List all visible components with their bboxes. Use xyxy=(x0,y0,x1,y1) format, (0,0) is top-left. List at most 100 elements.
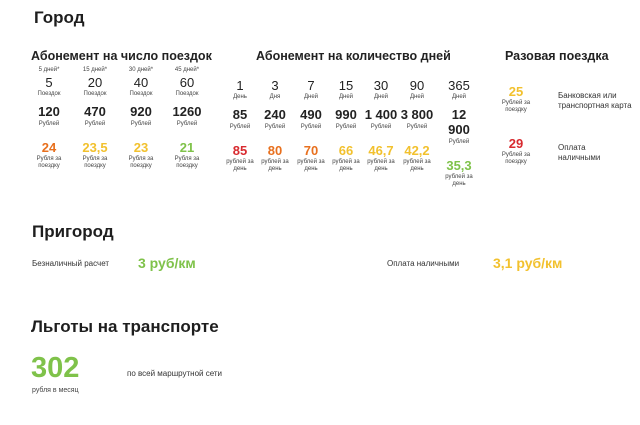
trips-price-unit: Рублей xyxy=(84,121,106,127)
days-per-day-price: 70 xyxy=(303,143,319,158)
days-per-day-unit: рублей за день xyxy=(367,159,395,172)
days-per-day-unit: рублей за день xyxy=(445,174,473,187)
trips-column: 5 дней* 5 Поездок 120 Рублей 24 Рубля за поезд… xyxy=(28,67,70,170)
section-title-benefits: Льготы на транспорте xyxy=(31,317,219,336)
section-title-city: Город xyxy=(34,8,85,27)
trips-price: 470 xyxy=(84,104,106,119)
trips-count: 20 xyxy=(87,75,103,90)
days-price-unit: Рублей xyxy=(300,124,322,130)
days-count: 1 xyxy=(236,78,244,93)
trips-price-unit: Рублей xyxy=(38,121,60,127)
suburb-cash-price: 3,1 руб/км xyxy=(493,255,563,271)
trips-count-unit: Поездок xyxy=(83,91,107,97)
days-price: 3 800 xyxy=(400,107,434,122)
days-price-unit: Рублей xyxy=(264,124,286,130)
trips-days-label: 45 дней* xyxy=(174,67,200,73)
days-per-day-price: 66 xyxy=(338,143,354,158)
suburb-cashless-price: 3 руб/км xyxy=(138,255,196,271)
days-count-unit: День xyxy=(233,94,247,100)
single-trip-card-price-unit: Рублей за поездку xyxy=(501,100,531,113)
days-count: 90 xyxy=(409,78,425,93)
days-per-day-price: 35,3 xyxy=(446,158,472,173)
single-trip-card-price-value: 25 xyxy=(508,84,524,99)
section-title-suburb: Пригород xyxy=(32,222,114,241)
trips-count-unit: Поездок xyxy=(129,91,153,97)
trips-price: 1260 xyxy=(172,104,202,119)
trips-count-unit: Поездок xyxy=(37,91,61,97)
trips-per-trip-price: 23 xyxy=(133,140,149,155)
trips-per-trip-unit: Рубля за поездку xyxy=(36,156,62,169)
suburb-cashless-label: Безналичный расчет xyxy=(32,259,110,268)
trips-per-trip-unit: Рубля за поездку xyxy=(174,156,200,169)
days-per-day-unit: рублей за день xyxy=(297,159,325,172)
trips-column: 15 дней* 20 Поездок 470 Рублей 23,5 Рубля за п… xyxy=(74,67,116,170)
days-count-unit: Дней xyxy=(409,94,425,100)
days-per-day-unit: рублей за день xyxy=(403,159,431,172)
days-column: 15 Дней 990 Рублей 66 рублей за день xyxy=(327,78,365,173)
days-price-unit: Рублей xyxy=(229,124,251,130)
days-count: 30 xyxy=(373,78,389,93)
days-count: 7 xyxy=(307,78,315,93)
benefits-price: 302 xyxy=(31,352,80,384)
single-trip-cash-price-unit: Рублей за поездку xyxy=(501,152,531,165)
single-trip-cash-label: Оплата наличными xyxy=(558,143,601,162)
trips-days-label: 5 дней* xyxy=(38,67,60,73)
days-per-day-price: 85 xyxy=(232,143,248,158)
trips-per-trip-unit: Рубля за поездку xyxy=(82,156,108,169)
days-price-unit: Рублей xyxy=(448,139,470,145)
days-price: 990 xyxy=(335,107,357,122)
days-per-day-unit: рублей за день xyxy=(332,159,360,172)
trips-price: 120 xyxy=(38,104,60,119)
days-count-unit: Дней xyxy=(338,94,354,100)
days-price: 1 400 xyxy=(364,107,398,122)
days-per-day-unit: рублей за день xyxy=(261,159,289,172)
trips-per-trip-price: 21 xyxy=(179,140,195,155)
single-trip-title: Разовая поездка xyxy=(505,49,609,63)
days-column: 7 Дней 490 Рублей 70 рублей за день xyxy=(292,78,330,173)
suburb-cash-label: Оплата наличными xyxy=(387,259,460,268)
single-trip-card-price: 25 Рублей за поездку xyxy=(496,84,536,114)
trips-count-unit: Поездок xyxy=(175,91,199,97)
days-price-unit: Рублей xyxy=(370,124,392,130)
trips-subscription-title: Абонемент на число поездок xyxy=(31,49,212,63)
days-count: 3 xyxy=(271,78,279,93)
trips-price: 920 xyxy=(130,104,152,119)
trips-count: 60 xyxy=(179,75,195,90)
benefits-note: по всей маршрутной сети xyxy=(127,369,223,378)
days-per-day-price: 80 xyxy=(267,143,283,158)
trips-count: 40 xyxy=(133,75,149,90)
days-count-unit: Дней xyxy=(451,94,467,100)
days-count-unit: Дня xyxy=(269,94,281,100)
benefits-price-unit: рубля в месяц xyxy=(32,387,79,394)
trips-per-trip-price: 23,5 xyxy=(82,140,108,155)
days-column: 365 Дней 12 900 Рублей 35,3 рублей за день xyxy=(440,78,478,188)
single-trip-card-label: Банковская или транспортная карта xyxy=(558,91,632,110)
days-count: 15 xyxy=(338,78,354,93)
trips-column: 30 дней* 40 Поездок 920 Рублей 23 Рубля за пое… xyxy=(120,67,162,170)
days-count-unit: Дней xyxy=(373,94,389,100)
trips-count: 5 xyxy=(45,75,53,90)
trips-per-trip-price: 24 xyxy=(41,140,57,155)
trips-column: 45 дней* 60 Поездок 1260 Рублей 21 Рубля за по… xyxy=(166,67,208,170)
days-count: 365 xyxy=(448,78,470,93)
days-column: 30 Дней 1 400 Рублей 46,7 рублей за день xyxy=(362,78,400,173)
trips-days-label: 15 дней* xyxy=(82,67,108,73)
days-subscription-title: Абонемент на количество дней xyxy=(256,49,451,63)
days-column: 90 Дней 3 800 Рублей 42,2 рублей за день xyxy=(398,78,436,173)
trips-price-unit: Рублей xyxy=(176,121,198,127)
days-price: 490 xyxy=(300,107,322,122)
days-column: 1 День 85 Рублей 85 рублей за день xyxy=(221,78,259,173)
trips-per-trip-unit: Рубля за поездку xyxy=(128,156,154,169)
days-count-unit: Дней xyxy=(303,94,319,100)
trips-days-label: 30 дней* xyxy=(128,67,154,73)
days-per-day-price: 42,2 xyxy=(404,143,430,158)
days-price: 12 900 xyxy=(448,107,470,137)
trips-price-unit: Рублей xyxy=(130,121,152,127)
days-per-day-price: 46,7 xyxy=(368,143,394,158)
days-per-day-unit: рублей за день xyxy=(226,159,254,172)
single-trip-cash-price: 29 Рублей за поездку xyxy=(496,136,536,166)
days-column: 3 Дня 240 Рублей 80 рублей за день xyxy=(256,78,294,173)
days-price-unit: Рублей xyxy=(406,124,428,130)
single-trip-cash-price-value: 29 xyxy=(508,136,524,151)
days-price-unit: Рублей xyxy=(335,124,357,130)
